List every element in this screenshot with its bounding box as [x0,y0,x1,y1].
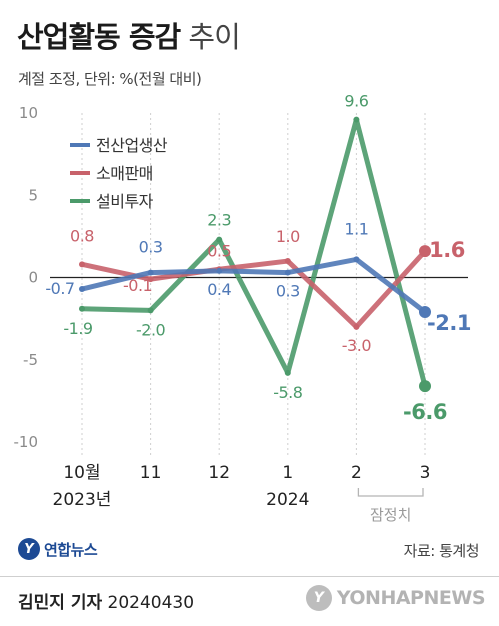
yonhap-logo: Y 연합뉴스 [18,538,98,560]
y-tick-label: -10 [14,433,39,451]
data-label: -5.8 [273,383,303,402]
y-tick-label: -5 [23,351,38,369]
y-tick-label: 0 [28,269,38,287]
x-tick-sublabel: 2024 [266,490,309,510]
x-tick-label: 11 [140,463,162,483]
data-label: -3.0 [342,336,372,355]
chart-subtitle: 계절 조정, 단위: %(전월 대비) [18,70,202,88]
x-tick-label: 3 [420,463,431,483]
data-point [216,236,223,243]
data-label: 0.3 [276,282,300,301]
legend-label: 전산업생산 [96,136,168,155]
data-label: -2.0 [136,320,166,339]
watermark: Y YONHAPNEWS [305,585,486,611]
y-tick-label: 10 [19,104,38,122]
x-tick-label: 2 [351,463,362,483]
byline: 김민지 기자 20240430 [18,588,194,613]
legend-label: 소매판매 [96,164,153,183]
x-tick-label: 1 [282,463,293,483]
footer: 김민지 기자 20240430 Y YONHAPNEWS [0,576,499,626]
x-tick-label: 10월 [63,463,100,483]
data-point [79,305,85,312]
series-line [81,117,428,387]
series-line [81,256,427,315]
data-label: 0.5 [207,241,231,260]
data-point [419,306,431,319]
yonhap-logo-text: 연합뉴스 [44,540,98,559]
chart-title: 산업활동 증감 추이 [17,14,241,56]
data-point [284,369,291,376]
data-label: -1.9 [63,319,93,338]
data-point [284,269,291,276]
data-point [147,276,154,283]
data-label: 1.1 [344,219,368,238]
data-label: 0.4 [207,280,231,299]
data-point [147,307,154,314]
publish-date: 20240430 [107,593,195,613]
data-label: 0.8 [70,226,94,245]
data-point [353,323,360,330]
x-tick-sublabel: 2023년 [53,490,112,510]
data-label: -2.1 [427,311,471,335]
watermark-text: YONHAPNEWS [336,587,486,609]
source-note: 자료: 통계청 [403,542,480,560]
data-point [216,267,223,274]
title-suffix: 추이 [188,20,240,54]
data-point [284,258,291,265]
data-label: 1.6 [429,238,465,262]
data-point [147,269,154,276]
data-label: -0.7 [45,279,74,298]
data-label: 2.3 [207,211,231,230]
data-label: 0.3 [139,238,163,257]
author-name: 김민지 기자 [18,593,103,613]
data-label: -0.1 [123,276,152,295]
y-tick-label: 5 [28,186,38,204]
data-point [353,256,360,263]
provisional-bracket [357,488,424,497]
legend-label: 설비투자 [96,192,154,211]
data-label: -6.6 [403,400,447,424]
x-tick-label: 12 [208,463,230,483]
provisional-label: 잠정치 [370,506,411,524]
data-point [79,261,85,268]
data-point [419,380,431,393]
data-label: 9.6 [344,92,368,111]
yonhap-logo-icon: Y [18,538,40,560]
yonhap-watermark-icon: Y [305,585,332,611]
line-chart: 10 5 0 -5 -10 -0.7 0.3 0.4 0.3 1.1 -2.1 0.8 -0.1 0.5 1… [14,92,472,524]
data-point [79,286,85,293]
data-point [353,116,360,123]
title-main: 산업활동 증감 [17,20,181,54]
data-label: 1.0 [276,227,300,246]
data-point [419,245,431,258]
